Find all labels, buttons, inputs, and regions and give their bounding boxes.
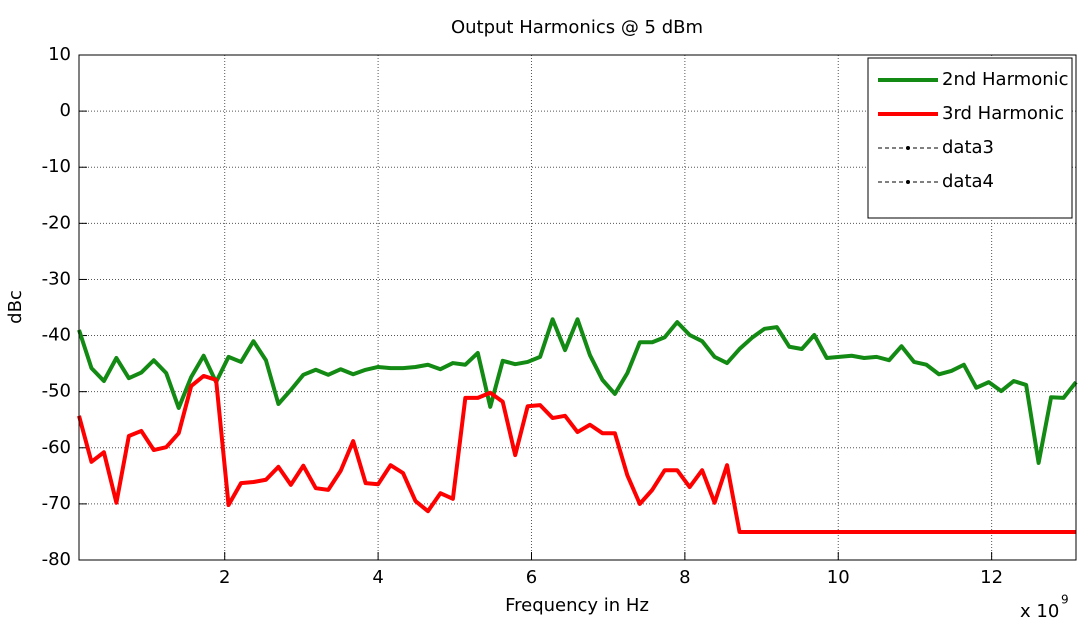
y-tick-label: -80 — [42, 549, 71, 570]
y-tick-label: -20 — [42, 212, 71, 233]
series-line — [77, 317, 1078, 465]
legend-label: 3rd Harmonic — [942, 103, 1064, 124]
legend-label: 2nd Harmonic — [942, 69, 1069, 90]
y-axis-label: dBc — [5, 290, 26, 324]
y-tick-label: -70 — [42, 493, 71, 514]
y-tick-label: -50 — [42, 381, 71, 402]
x-multiplier-exponent: 9 — [1061, 593, 1069, 607]
x-tick-label: 6 — [526, 567, 537, 588]
legend-box — [867, 57, 1073, 219]
legend-marker — [906, 146, 910, 150]
x-tick-label: 12 — [980, 567, 1003, 588]
x-tick-label: 4 — [372, 567, 383, 588]
x-axis-label: Frequency in Hz — [505, 595, 649, 616]
y-tick-label: -40 — [42, 325, 71, 346]
y-tick-label: 10 — [48, 44, 71, 65]
x-tick-label: 2 — [219, 567, 230, 588]
legend-label: data4 — [942, 171, 994, 192]
x-multiplier: x 10 — [1020, 601, 1059, 622]
y-tick-label: 0 — [60, 100, 71, 121]
x-tick-label: 10 — [827, 567, 850, 588]
axes-box — [78, 54, 1077, 561]
y-tick-label: -10 — [42, 156, 71, 177]
y-tick-label: -30 — [42, 268, 71, 289]
y-tick-label: -60 — [42, 437, 71, 458]
legend-label: data3 — [942, 137, 994, 158]
chart-title: Output Harmonics @ 5 dBm — [451, 17, 703, 38]
legend-marker — [906, 180, 910, 184]
series-line — [77, 373, 1076, 534]
x-tick-label: 8 — [679, 567, 690, 588]
